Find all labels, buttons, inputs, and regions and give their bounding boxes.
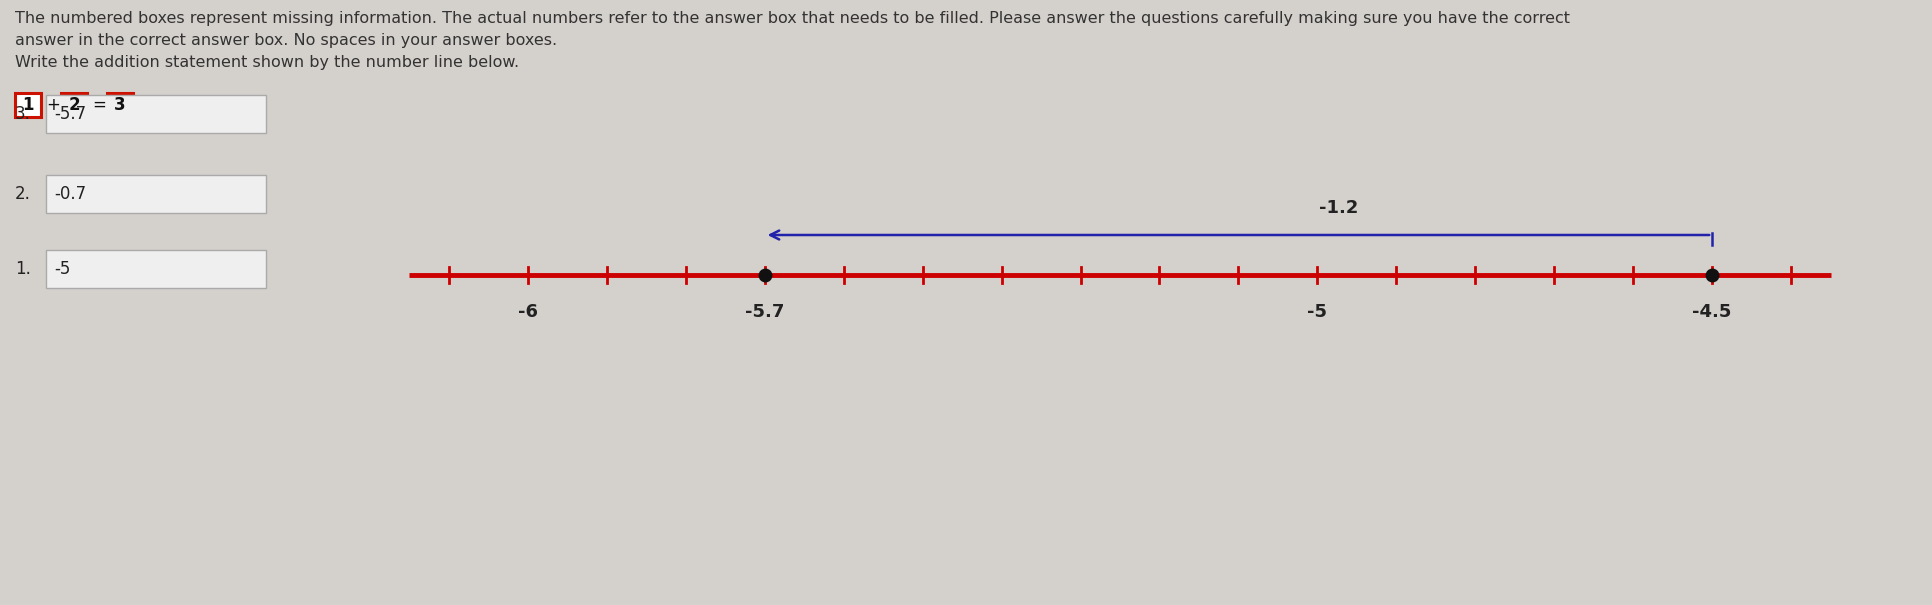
- Text: -6: -6: [518, 303, 537, 321]
- Text: -4.5: -4.5: [1692, 303, 1731, 321]
- Text: -5: -5: [54, 260, 70, 278]
- FancyBboxPatch shape: [106, 93, 133, 117]
- Text: -5.7: -5.7: [54, 105, 87, 123]
- Text: 3: 3: [114, 96, 126, 114]
- Text: +: +: [46, 96, 60, 114]
- Text: -5: -5: [1308, 303, 1327, 321]
- Text: -1.2: -1.2: [1320, 199, 1358, 217]
- FancyBboxPatch shape: [15, 93, 41, 117]
- Text: 3.: 3.: [15, 105, 31, 123]
- Text: =: =: [93, 96, 106, 114]
- Text: 1.: 1.: [15, 260, 31, 278]
- Text: 2: 2: [68, 96, 79, 114]
- Text: Write the addition statement shown by the number line below.: Write the addition statement shown by th…: [15, 55, 520, 70]
- Text: 2.: 2.: [15, 185, 31, 203]
- Text: answer in the correct answer box. No spaces in your answer boxes.: answer in the correct answer box. No spa…: [15, 33, 556, 48]
- FancyBboxPatch shape: [46, 250, 267, 288]
- Text: -0.7: -0.7: [54, 185, 87, 203]
- Text: The numbered boxes represent missing information. The actual numbers refer to th: The numbered boxes represent missing inf…: [15, 11, 1571, 26]
- FancyBboxPatch shape: [46, 175, 267, 213]
- FancyBboxPatch shape: [62, 93, 87, 117]
- FancyBboxPatch shape: [46, 95, 267, 133]
- Text: -5.7: -5.7: [746, 303, 784, 321]
- Text: 1: 1: [23, 96, 33, 114]
